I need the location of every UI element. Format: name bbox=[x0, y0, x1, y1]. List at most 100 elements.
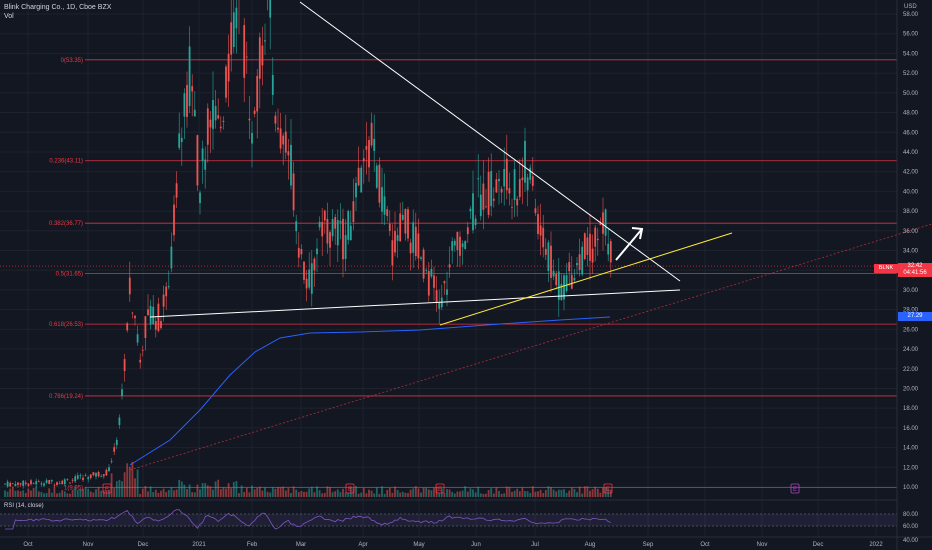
candle-body bbox=[108, 467, 110, 472]
volume-bar bbox=[591, 489, 594, 497]
volume-bar bbox=[537, 491, 539, 497]
candle-body bbox=[602, 212, 604, 234]
time-tick-label: Nov bbox=[757, 542, 768, 548]
upcoming-earnings-icon[interactable]: E bbox=[790, 483, 800, 494]
candle-body bbox=[453, 240, 456, 246]
candle-body bbox=[508, 188, 511, 194]
volume-bar bbox=[310, 486, 313, 497]
volume-bar bbox=[370, 490, 373, 497]
volume-bar bbox=[375, 487, 378, 497]
candle-body bbox=[570, 274, 573, 289]
earnings-marker-icon[interactable]: E bbox=[345, 483, 355, 494]
volume-bar bbox=[43, 493, 45, 497]
volume-bar bbox=[399, 492, 402, 497]
candle-body bbox=[386, 209, 389, 216]
currency-label[interactable]: USD bbox=[904, 4, 917, 10]
candle-body bbox=[227, 53, 230, 82]
price-tick-label: 14.00 bbox=[903, 446, 919, 452]
candle-body bbox=[201, 148, 204, 162]
volume-bar bbox=[550, 487, 552, 497]
candle-body bbox=[355, 183, 357, 198]
volume-bar bbox=[329, 487, 331, 497]
volume-bar bbox=[318, 490, 321, 497]
volume-bar bbox=[427, 489, 430, 497]
candle-body bbox=[505, 158, 508, 191]
candle-body bbox=[134, 315, 136, 319]
rsi-pane bbox=[0, 499, 897, 530]
fib-level-label: 0.382(36.77) bbox=[49, 221, 83, 227]
earnings-marker-icon[interactable]: E bbox=[102, 483, 112, 494]
volume-bar bbox=[214, 481, 217, 497]
candle-body bbox=[230, 22, 233, 55]
volume-bar bbox=[110, 473, 113, 497]
volume-bar bbox=[199, 489, 201, 497]
svg-text:E: E bbox=[348, 487, 352, 493]
svg-text:E: E bbox=[606, 487, 610, 493]
rsi-label[interactable]: RSI (14, close) bbox=[4, 503, 44, 509]
volume-bar bbox=[396, 489, 399, 497]
volume-bar bbox=[173, 490, 175, 497]
volume-bar bbox=[518, 491, 521, 497]
candle-body bbox=[342, 218, 344, 260]
volume-bar bbox=[482, 493, 485, 497]
candle-body bbox=[485, 206, 487, 208]
price-tick-label: 48.00 bbox=[903, 111, 919, 117]
volume-bar bbox=[30, 490, 32, 497]
volume-bar bbox=[126, 463, 129, 497]
volume-bar bbox=[500, 493, 503, 497]
candle-body bbox=[100, 475, 103, 477]
volume-label[interactable]: Vol bbox=[4, 13, 14, 20]
price-tick-label: 46.00 bbox=[903, 130, 919, 136]
volume-bar bbox=[235, 480, 238, 497]
fib-level-label: 0.5(31.65) bbox=[56, 272, 83, 278]
candle-body bbox=[139, 359, 142, 363]
volume-bar bbox=[196, 484, 199, 497]
volume-bar bbox=[9, 488, 12, 497]
volume-bar bbox=[14, 490, 17, 497]
volume-bar bbox=[253, 489, 256, 497]
candle-body bbox=[586, 237, 589, 255]
price-tick-label: 24.00 bbox=[903, 347, 919, 353]
candle-body bbox=[438, 302, 441, 309]
volume-bar bbox=[152, 492, 155, 497]
volume-bar bbox=[547, 486, 550, 497]
candle-body bbox=[524, 140, 526, 183]
volume-bar bbox=[274, 488, 277, 497]
candle-body bbox=[152, 306, 155, 325]
candle-body bbox=[212, 100, 214, 129]
volume-bar bbox=[76, 490, 79, 497]
volume-bar bbox=[596, 488, 599, 497]
candle-body bbox=[513, 169, 516, 201]
candle-body bbox=[365, 146, 368, 150]
candle-body bbox=[157, 303, 160, 332]
candle-body bbox=[199, 192, 201, 204]
volume-bar bbox=[17, 490, 19, 497]
candle-body bbox=[206, 108, 209, 145]
volume-bar bbox=[472, 489, 474, 497]
candle-body bbox=[331, 219, 334, 237]
candle-body bbox=[422, 249, 425, 279]
candle-body bbox=[498, 178, 500, 182]
volume-bar bbox=[238, 493, 240, 497]
volume-bar bbox=[542, 493, 545, 497]
time-axis: Oct Nov Dec 2021 Feb Mar Apr May Jun Jul Aug Sep Oct… bbox=[0, 536, 932, 548]
volume-bar bbox=[22, 490, 25, 497]
candle-body bbox=[357, 167, 360, 186]
candle-body bbox=[609, 241, 612, 263]
volume-bar bbox=[573, 488, 576, 497]
symbol-title[interactable]: Blink Charging Co., 1D, Cboe BZX bbox=[4, 4, 112, 11]
volume-bar bbox=[534, 491, 537, 497]
candle-body bbox=[45, 480, 48, 483]
candle-body bbox=[381, 187, 383, 212]
volume-bar bbox=[157, 492, 160, 497]
earnings-marker-icon[interactable]: E bbox=[603, 483, 613, 494]
candle-body bbox=[461, 243, 464, 248]
earnings-marker-icon[interactable]: E bbox=[435, 483, 445, 494]
volume-bar bbox=[602, 487, 604, 497]
candle-body bbox=[284, 131, 287, 153]
volume-bar bbox=[511, 491, 513, 497]
candle-body bbox=[581, 246, 584, 275]
volume-bar bbox=[357, 493, 360, 497]
candle-body bbox=[61, 480, 64, 485]
